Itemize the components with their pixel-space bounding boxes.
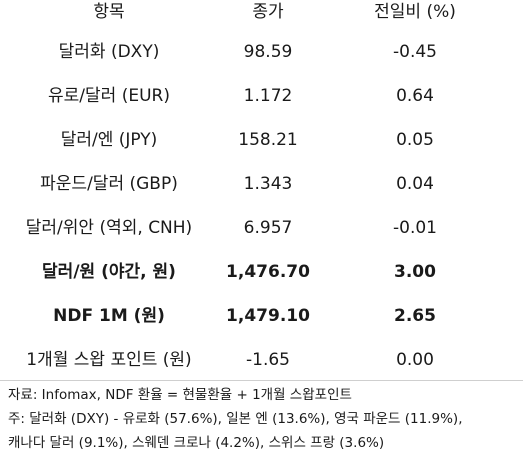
row-close: 98.59 xyxy=(243,42,293,62)
row-change: 0.05 xyxy=(396,130,434,150)
row-item: 달러/원 (야간, 원) xyxy=(42,262,176,282)
source-note: 자료: Infomax, NDF 환율 = 현물환율 + 1개월 스왑포인트 xyxy=(8,387,352,403)
table-footnotes: 자료: Infomax, NDF 환율 = 현물환율 + 1개월 스왑포인트 주… xyxy=(0,380,523,463)
row-item: 유로/달러 (EUR) xyxy=(48,86,170,106)
row-close: -1.65 xyxy=(246,350,290,370)
table-row: 파운드/달러 (GBP) 1.343 0.04 xyxy=(0,164,523,208)
row-item: 달러/엔 (JPY) xyxy=(60,130,158,150)
row-close: 1.172 xyxy=(243,86,293,106)
table-row: 달러/엔 (JPY) 158.21 0.05 xyxy=(0,120,523,164)
row-change: 2.65 xyxy=(394,306,436,326)
row-change: -0.01 xyxy=(393,218,437,238)
table-header: 항목 종가 전일비 (%) xyxy=(0,0,523,30)
row-item: NDF 1M (원) xyxy=(53,306,165,326)
row-item: 파운드/달러 (GBP) xyxy=(40,174,178,194)
table-row: 달러/위안 (역외, CNH) 6.957 -0.01 xyxy=(0,208,523,252)
row-close: 158.21 xyxy=(238,130,298,150)
row-item: 1개월 스왑 포인트 (원) xyxy=(26,350,192,370)
row-change: 0.64 xyxy=(396,86,434,106)
table-row: 달러/원 (야간, 원) 1,476.70 3.00 xyxy=(0,252,523,296)
row-change: 0.00 xyxy=(396,350,434,370)
row-close: 6.957 xyxy=(243,218,293,238)
row-change: 0.04 xyxy=(396,174,434,194)
header-item: 항목 xyxy=(93,2,125,22)
row-item: 달러화 (DXY) xyxy=(58,42,160,62)
table-row: 1개월 스왑 포인트 (원) -1.65 0.00 xyxy=(0,340,523,384)
header-close: 종가 xyxy=(252,2,284,22)
table-row: 달러화 (DXY) 98.59 -0.45 xyxy=(0,32,523,76)
row-close: 1,476.70 xyxy=(226,262,310,282)
row-change: 3.00 xyxy=(394,262,436,282)
composition-note-line-2: 캐나다 달러 (9.1%), 스웨덴 크로나 (4.2%), 스위스 프랑 (3… xyxy=(8,435,385,451)
header-change: 전일비 (%) xyxy=(374,2,456,22)
row-close: 1.343 xyxy=(243,174,293,194)
table-row: 유로/달러 (EUR) 1.172 0.64 xyxy=(0,76,523,120)
row-close: 1,479.10 xyxy=(226,306,310,326)
row-change: -0.45 xyxy=(393,42,437,62)
table-row: NDF 1M (원) 1,479.10 2.65 xyxy=(0,296,523,340)
composition-note-line-1: 주: 달러화 (DXY) - 유로화 (57.6%), 일본 엔 (13.6%)… xyxy=(8,411,463,427)
row-item: 달러/위안 (역외, CNH) xyxy=(25,218,193,238)
